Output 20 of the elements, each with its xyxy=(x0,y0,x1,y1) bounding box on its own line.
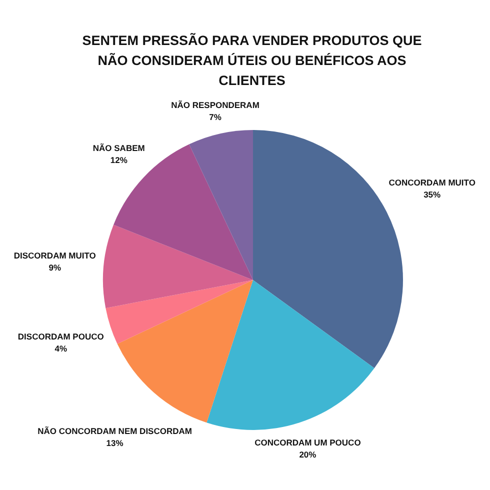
pie-slice xyxy=(106,280,253,344)
data-label: 13% xyxy=(106,438,124,448)
slice-label: CONCORDAM UM POUCO xyxy=(254,437,362,448)
data-label: 9% xyxy=(48,262,62,272)
slice-label: DISCORDAM MUITO xyxy=(14,250,96,260)
data-label: 7% xyxy=(209,112,222,122)
chart-title: SENTEM PRESSÃO PARA VENDER PRODUTOS QUE NÃO CONSIDERAM ÚTEIS OU BENÉFICOS AOS CLIENTES xyxy=(82,32,422,88)
slice-label: NÃO CONCORDAM NEM DISCORDAM xyxy=(38,426,192,436)
data-label: 4% xyxy=(54,343,68,354)
pie-slice xyxy=(206,280,374,430)
slice-label: NÃO SABEM xyxy=(92,143,145,154)
slice-label: NÃO RESPONDERAM xyxy=(171,100,260,110)
pie-slice xyxy=(117,280,253,423)
pie-slice xyxy=(189,130,253,280)
data-label: 12% xyxy=(110,155,128,166)
data-label: 35% xyxy=(424,190,442,200)
slice-label: CONCORDAM MUITO xyxy=(388,178,476,188)
pie-slice xyxy=(103,224,253,308)
data-label: 20% xyxy=(299,449,317,460)
slice-label: DISCORDAM POUCO xyxy=(18,331,104,342)
